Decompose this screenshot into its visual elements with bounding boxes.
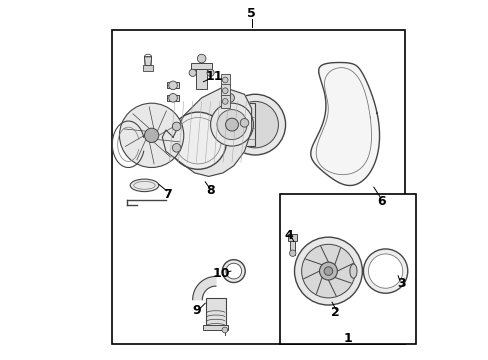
Bar xyxy=(196,69,206,89)
Bar xyxy=(290,241,295,255)
Circle shape xyxy=(222,77,227,83)
Circle shape xyxy=(225,263,241,279)
Text: 10: 10 xyxy=(212,267,229,280)
Circle shape xyxy=(206,69,214,76)
Circle shape xyxy=(222,88,227,94)
Circle shape xyxy=(222,99,227,104)
Circle shape xyxy=(225,94,234,102)
Bar xyxy=(166,95,179,101)
Circle shape xyxy=(168,81,177,90)
Bar xyxy=(142,64,153,71)
Circle shape xyxy=(172,122,181,131)
Circle shape xyxy=(289,250,295,256)
Text: 6: 6 xyxy=(377,195,386,208)
Circle shape xyxy=(197,54,205,63)
Ellipse shape xyxy=(349,264,356,278)
Polygon shape xyxy=(162,87,251,176)
Circle shape xyxy=(222,327,227,333)
Bar xyxy=(221,84,229,97)
Circle shape xyxy=(240,118,248,127)
Text: 9: 9 xyxy=(192,304,200,317)
Polygon shape xyxy=(144,57,151,66)
Ellipse shape xyxy=(130,179,159,192)
Circle shape xyxy=(168,94,177,102)
Circle shape xyxy=(319,262,337,280)
Text: 5: 5 xyxy=(247,8,256,21)
Circle shape xyxy=(294,237,362,305)
Circle shape xyxy=(301,244,354,298)
Bar xyxy=(166,82,179,88)
Bar xyxy=(231,103,255,146)
Text: 2: 2 xyxy=(330,306,339,319)
Circle shape xyxy=(172,144,181,152)
Bar xyxy=(205,298,225,327)
Circle shape xyxy=(324,267,332,275)
Bar xyxy=(190,63,212,69)
Text: 7: 7 xyxy=(163,188,172,201)
Bar xyxy=(280,194,415,344)
Text: 4: 4 xyxy=(284,229,293,242)
Bar xyxy=(287,234,297,241)
Bar xyxy=(221,73,229,86)
Polygon shape xyxy=(192,276,216,300)
Circle shape xyxy=(169,112,226,169)
Bar xyxy=(203,325,228,330)
Text: 8: 8 xyxy=(206,184,214,197)
Circle shape xyxy=(363,249,407,293)
Circle shape xyxy=(231,102,278,148)
Circle shape xyxy=(144,128,159,143)
Polygon shape xyxy=(310,63,379,185)
Circle shape xyxy=(210,103,253,146)
Circle shape xyxy=(225,118,238,131)
Text: 3: 3 xyxy=(397,277,405,290)
Bar xyxy=(112,30,405,344)
Text: 1: 1 xyxy=(343,333,352,346)
Circle shape xyxy=(224,94,285,155)
Circle shape xyxy=(222,260,244,283)
Circle shape xyxy=(189,69,196,76)
Text: 11: 11 xyxy=(205,70,223,83)
Bar xyxy=(221,95,229,108)
Circle shape xyxy=(119,103,183,167)
Circle shape xyxy=(367,254,402,288)
Circle shape xyxy=(217,110,246,140)
